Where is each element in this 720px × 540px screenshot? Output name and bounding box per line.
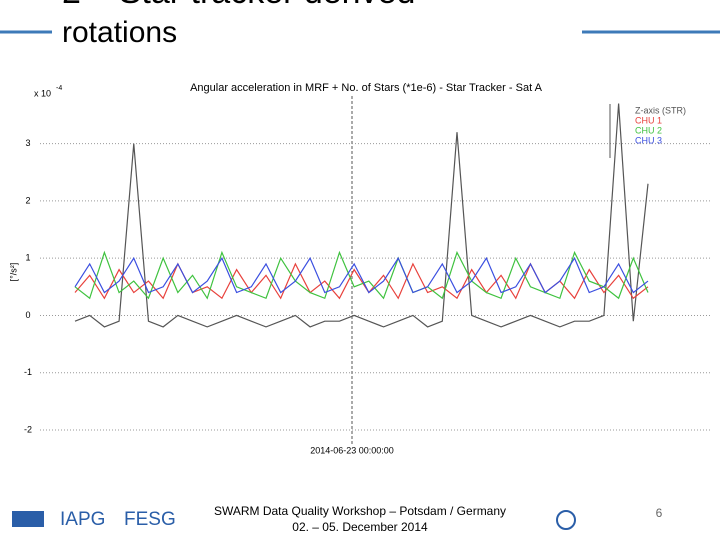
series-line <box>74 256 649 294</box>
footer: IAPG FESG SWARM Data Quality Workshop – … <box>12 504 663 534</box>
y-tick-label: 1 <box>25 253 30 263</box>
legend-label: CHU 2 <box>635 125 662 135</box>
page-number: 6 <box>656 506 663 520</box>
y-tick-label: 0 <box>25 310 30 320</box>
logo-text: IAPG <box>60 509 105 530</box>
y-tick-label: 2 <box>25 195 30 205</box>
logo-mark <box>556 510 576 530</box>
chart-title: Angular acceleration in MRF + No. of Sta… <box>190 82 542 94</box>
logo-mark <box>12 511 44 527</box>
logo-text: FESG <box>124 509 176 530</box>
series-line <box>74 103 649 328</box>
exponent: -4 <box>56 85 62 92</box>
slide-title: 2 – Star tracker derived <box>62 0 415 11</box>
x-marker-label: 2014-06-23 00:00:00 <box>310 445 394 455</box>
slide-title: rotations <box>62 16 177 49</box>
y-tick-label: -1 <box>24 367 32 377</box>
exponent-base: x 10 <box>34 88 51 98</box>
footer-dates: 02. – 05. December 2014 <box>292 520 428 534</box>
legend-label: CHU 1 <box>635 115 662 125</box>
legend-label: CHU 3 <box>635 135 662 145</box>
y-tick-label: 3 <box>25 138 30 148</box>
y-label: [°/s²] <box>8 263 18 282</box>
footer-event: SWARM Data Quality Workshop – Potsdam / … <box>214 504 506 518</box>
legend-label: Z-axis (STR) <box>635 105 686 115</box>
series-line <box>74 250 649 300</box>
y-tick-label: -2 <box>24 424 32 434</box>
